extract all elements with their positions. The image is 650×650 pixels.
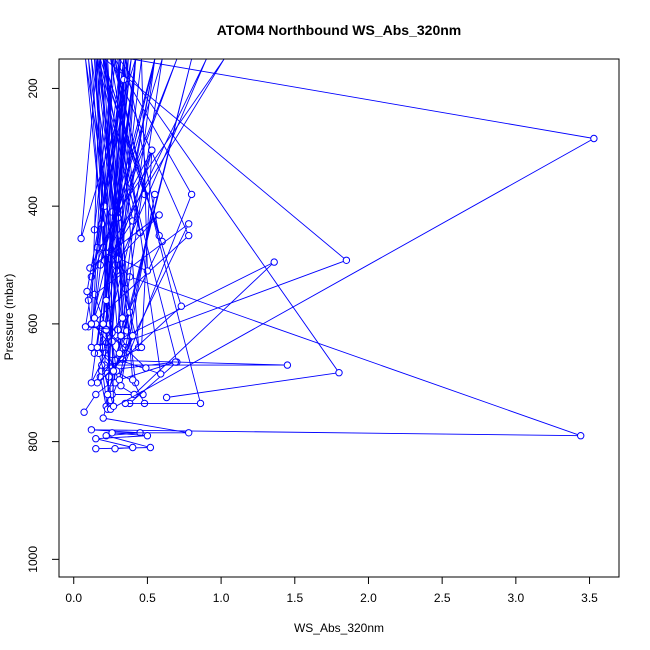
data-point [90, 314, 99, 322]
data-point [270, 258, 278, 266]
data-point [115, 376, 124, 384]
x-axis-label: WS_Abs_320nm [294, 621, 384, 635]
y-axis: 200 400 600 800 1000 [26, 78, 59, 573]
data-point [590, 134, 598, 143]
data-point [196, 399, 205, 408]
data-point [137, 343, 146, 352]
data-point [577, 432, 585, 440]
data-point [151, 190, 159, 199]
x-tick-label: 0.0 [65, 591, 82, 605]
data-point [87, 320, 96, 328]
data-point [81, 323, 90, 331]
x-tick-label: 3.0 [507, 591, 524, 605]
data-point [148, 146, 156, 154]
chart-title: ATOM4 Northbound WS_Abs_320nm [217, 22, 462, 38]
data-point [146, 443, 155, 452]
x-tick-label: 3.5 [581, 591, 598, 605]
data-point [185, 231, 193, 240]
data-point [129, 376, 137, 384]
data-point [115, 349, 124, 357]
data-point [111, 445, 119, 453]
data-point [117, 332, 125, 340]
y-tick-label: 600 [26, 314, 40, 334]
series-line-1 [80, 59, 581, 450]
data-point [118, 314, 127, 322]
y-axis-label: Pressure (mbar) [2, 274, 16, 361]
data-point [142, 364, 150, 372]
data-point [86, 264, 94, 272]
data-point [185, 429, 193, 437]
data-point [90, 349, 99, 357]
data-point [129, 443, 137, 452]
data-point [99, 414, 107, 422]
data-point [177, 302, 186, 310]
data-point [102, 326, 110, 334]
data-point [93, 343, 102, 352]
data-point [162, 393, 171, 402]
data-point [92, 390, 100, 399]
data-point [80, 408, 88, 416]
x-tick-label: 0.5 [139, 591, 156, 605]
y-tick-label: 800 [26, 431, 40, 451]
data-point [335, 369, 343, 377]
data-point [117, 382, 125, 390]
data-point [155, 211, 163, 219]
data-point [92, 435, 100, 443]
data-point [283, 361, 292, 369]
data-point [83, 287, 91, 296]
data-point [92, 445, 100, 453]
data-point [185, 220, 193, 228]
x-tick-label: 1.0 [213, 591, 230, 605]
data-point [109, 402, 118, 410]
x-tick-label: 1.5 [286, 591, 303, 605]
data-point [102, 432, 110, 440]
data-point [187, 190, 196, 199]
data-point [77, 234, 85, 243]
data-point [87, 426, 96, 434]
data-point [108, 429, 116, 437]
data-point [342, 256, 351, 264]
data-point [109, 367, 118, 375]
x-axis: 0.0 0.5 1.0 1.5 2.0 2.5 3.0 3.5 [65, 577, 598, 605]
data-point [157, 370, 165, 378]
data-point [87, 379, 96, 387]
data-point [143, 432, 152, 440]
data-point [129, 332, 137, 340]
data-point [99, 320, 107, 328]
x-tick-label: 2.5 [434, 591, 451, 605]
y-tick-label: 400 [26, 196, 40, 216]
y-tick-label: 1000 [26, 546, 40, 573]
data-point [102, 296, 110, 304]
series-layer [77, 59, 598, 453]
series-line-8 [84, 59, 596, 410]
x-tick-label: 2.0 [360, 591, 377, 605]
y-tick-label: 200 [26, 78, 40, 98]
data-point [103, 390, 112, 399]
plot-frame [58, 58, 620, 578]
